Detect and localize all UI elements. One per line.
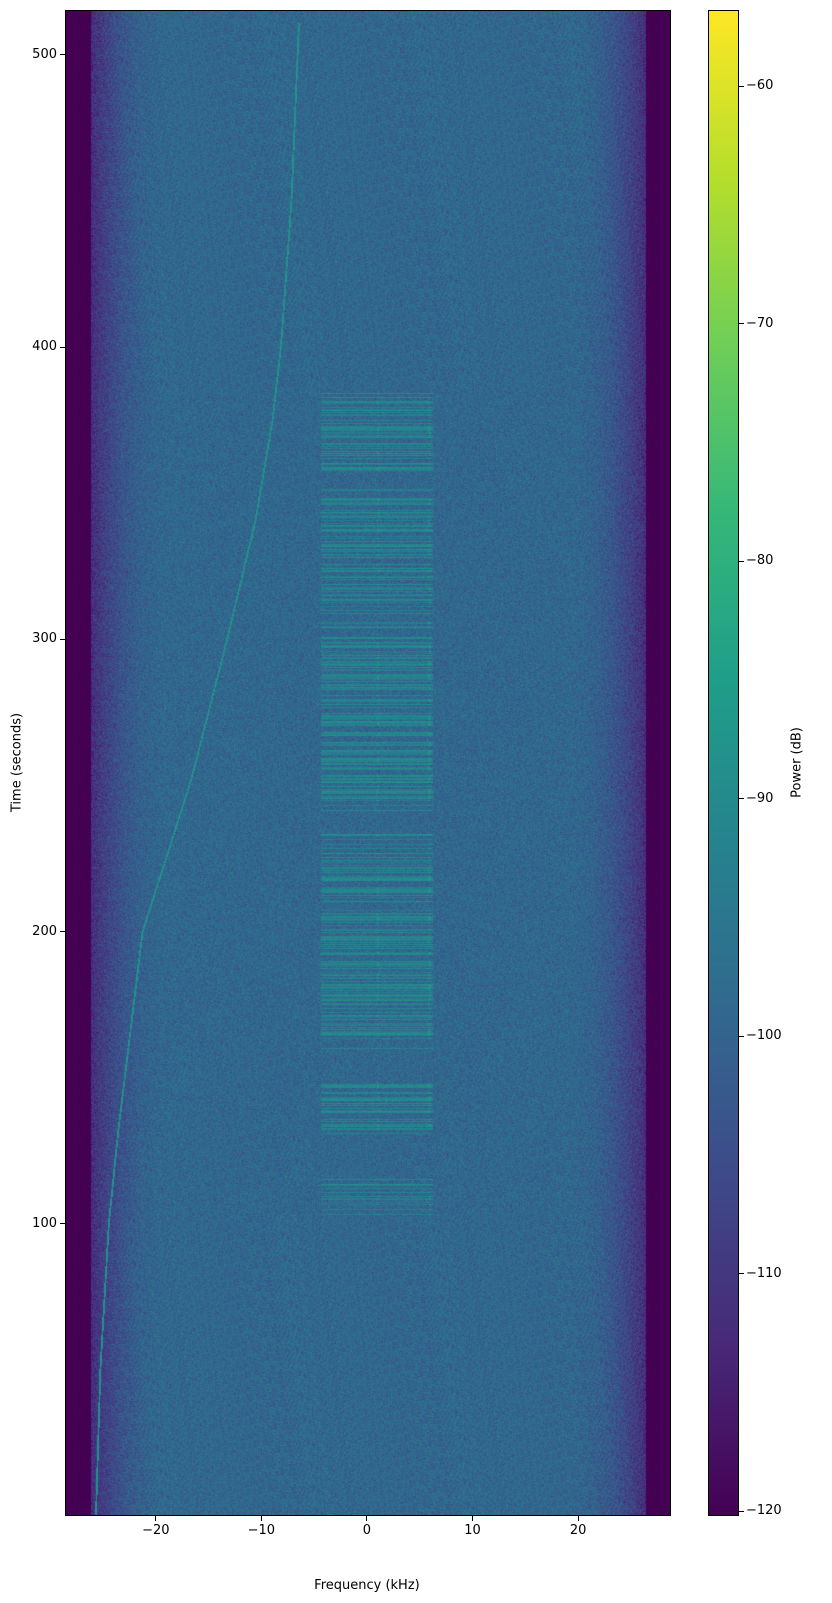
- colorbar-tick-mark: [739, 85, 744, 87]
- x-tick-mark: [577, 1516, 579, 1521]
- colorbar-tick-mark: [739, 1273, 744, 1275]
- colorbar-tick-mark: [739, 798, 744, 800]
- colorbar-tick-label: −60: [746, 78, 774, 93]
- y-axis-label: Time (seconds): [9, 712, 25, 813]
- spectrogram-image: [65, 10, 671, 1516]
- y-tick-mark: [60, 931, 65, 933]
- colorbar-tick-label: −110: [746, 1265, 782, 1281]
- x-tick-label: −20: [142, 1523, 170, 1538]
- y-tick-label: 100: [32, 1215, 57, 1231]
- x-tick-label: 0: [362, 1523, 372, 1538]
- y-tick-mark: [60, 1223, 65, 1225]
- colorbar-label: Power (dB): [789, 727, 805, 798]
- x-axis-label: Frequency (kHz): [314, 1578, 420, 1593]
- colorbar-tick-label: −90: [746, 790, 774, 806]
- x-tick-mark: [472, 1516, 474, 1521]
- y-tick-label: 400: [32, 339, 57, 355]
- colorbar-tick-mark: [739, 1510, 744, 1512]
- x-tick-label: 20: [569, 1523, 587, 1538]
- colorbar-tick-mark: [739, 1035, 744, 1037]
- x-tick-mark: [366, 1516, 368, 1521]
- y-tick-label: 300: [32, 631, 57, 647]
- x-tick-mark: [155, 1516, 157, 1521]
- colorbar: [708, 10, 739, 1516]
- x-tick-label: −10: [247, 1523, 276, 1538]
- colorbar-tick-label: −80: [746, 553, 774, 569]
- colorbar-tick-mark: [739, 323, 744, 325]
- x-tick-mark: [260, 1516, 262, 1521]
- y-tick-mark: [60, 638, 65, 640]
- plot-area: [65, 10, 671, 1516]
- y-tick-mark: [60, 54, 65, 56]
- x-tick-label: 10: [464, 1523, 481, 1538]
- colorbar-tick-label: −70: [746, 315, 774, 331]
- y-tick-mark: [60, 346, 65, 348]
- y-tick-label: 500: [32, 46, 57, 62]
- colorbar-tick-label: −100: [746, 1028, 782, 1044]
- colorbar-tick-mark: [739, 560, 744, 562]
- colorbar-tick-label: −120: [746, 1503, 782, 1519]
- y-tick-label: 200: [32, 923, 57, 939]
